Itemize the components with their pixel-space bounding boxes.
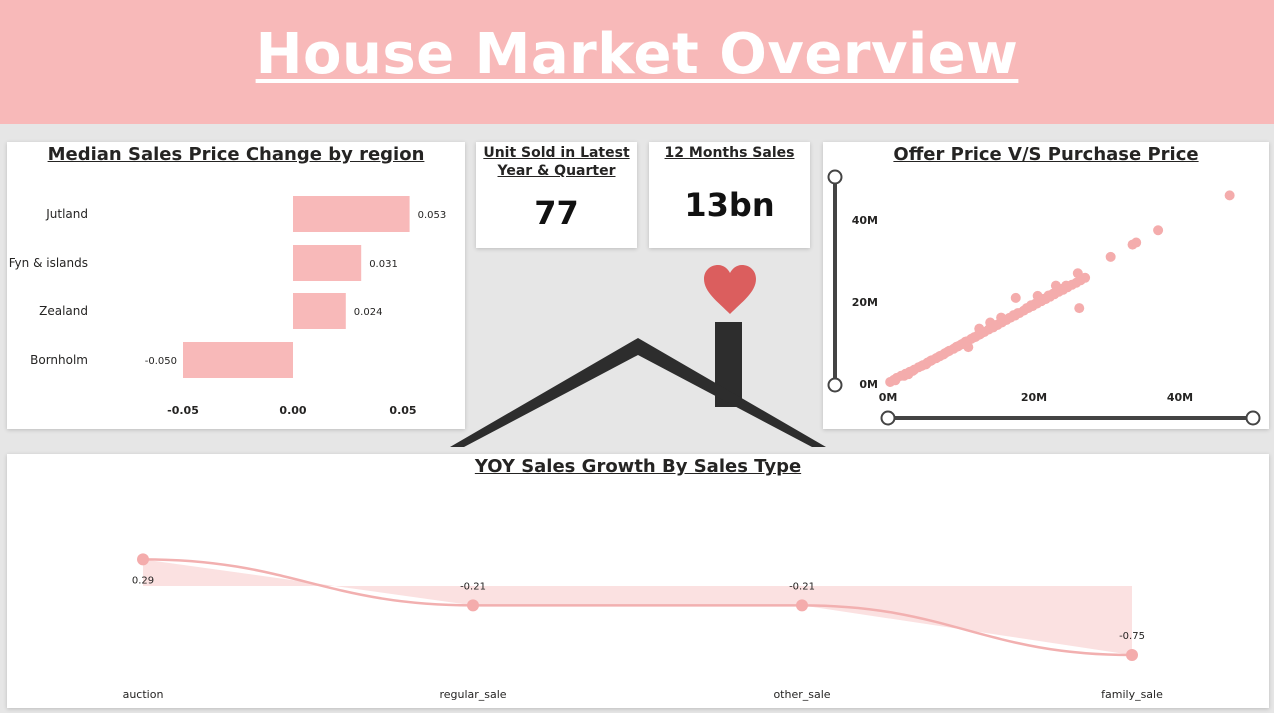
area-line <box>142 558 1133 657</box>
bar-value-label: 0.031 <box>369 259 398 270</box>
scatter-point <box>1131 237 1142 248</box>
scatter-point <box>1105 251 1116 262</box>
area-category-label: regular_sale <box>439 688 506 701</box>
bar-category-label: Zealand <box>39 304 88 318</box>
scatter-point <box>1050 280 1061 291</box>
units-sold-value: 77 <box>534 194 579 232</box>
scatter-point <box>1153 225 1164 236</box>
bar <box>293 293 346 329</box>
area-value-label: -0.21 <box>789 581 815 592</box>
bar <box>293 196 410 232</box>
bar-x-tick-label: -0.05 <box>167 404 199 417</box>
twelve-month-sales-value: 13bn <box>684 186 775 224</box>
scatter-point <box>1080 272 1091 283</box>
scatter-y-tick-label: 20M <box>852 296 878 309</box>
scatter-point <box>974 323 985 334</box>
bar-category-label: Fyn & islands <box>9 256 88 270</box>
area-chart: 0.29 auction -0.21 regular_sale -0.21 other_s… <box>123 553 1163 701</box>
scatter-point <box>920 359 931 370</box>
house-icon <box>450 265 826 447</box>
scatter-point <box>996 312 1007 323</box>
twelve-month-sales-title: 12 Months Sales <box>664 145 795 161</box>
page-title: House Market Overview <box>255 22 1019 87</box>
bar <box>183 342 293 378</box>
bar-category-label: Jutland <box>45 207 88 221</box>
scatter-point <box>1072 268 1083 279</box>
units-sold-card: Unit Sold in Latest Year & Quarter 77 <box>476 142 637 248</box>
scatter-point <box>1010 292 1021 303</box>
units-sold-title-line1: Unit Sold in Latest <box>483 145 630 161</box>
scatter-point <box>1026 300 1037 311</box>
scatter-point <box>1074 303 1085 314</box>
scatter-point <box>1032 290 1043 301</box>
area-category-label: family_sale <box>1101 688 1163 701</box>
area-value-label: -0.21 <box>460 581 486 592</box>
roof <box>450 338 826 447</box>
area-fill <box>143 559 1132 655</box>
scatter-y-tick-label: 40M <box>852 214 878 227</box>
area-point <box>137 553 149 566</box>
y-range-slider-handle-bottom[interactable] <box>827 377 843 393</box>
area-category-label: other_sale <box>773 688 830 701</box>
area-value-label: 0.29 <box>132 575 154 586</box>
scatter-point <box>1008 310 1019 321</box>
region-price-change-card: Median Sales Price Change by region Jutl… <box>7 142 465 429</box>
bar-value-label: 0.053 <box>418 210 447 221</box>
bar-chart-title: Median Sales Price Change by region <box>47 144 425 165</box>
area-point <box>1126 649 1138 661</box>
bar-value-label: 0.024 <box>354 307 383 318</box>
scatter-point <box>1043 290 1054 301</box>
scatter-point <box>903 369 914 380</box>
yoy-growth-card: YOY Sales Growth By Sales Type 0.29 aucti… <box>7 454 1269 708</box>
scatter-point <box>963 342 974 353</box>
offer-vs-purchase-card: Offer Price V/S Purchase Price 0M 20M 40M 0… <box>823 142 1269 429</box>
scatter-y-tick-label: 0M <box>859 378 878 391</box>
scatter-point <box>938 349 949 360</box>
area-chart-title: YOY Sales Growth By Sales Type <box>474 456 802 477</box>
dashboard-header: House Market Overview <box>0 0 1274 124</box>
units-sold-title-line2: Year & Quarter <box>497 163 616 179</box>
scatter-chart: 0M 20M 40M 0M 20M 40M <box>827 169 1261 426</box>
area-category-label: auction <box>123 688 164 701</box>
bar <box>293 245 362 281</box>
heart-icon <box>704 265 756 314</box>
scatter-x-tick-label: 0M <box>879 391 898 404</box>
scatter-point <box>1061 280 1072 291</box>
scatter-x-tick-label: 20M <box>1021 391 1047 404</box>
bar-category-label: Bornholm <box>30 353 88 367</box>
x-range-slider-handle-left[interactable] <box>880 410 896 426</box>
x-range-slider-handle-right[interactable] <box>1245 410 1261 426</box>
scatter-point <box>985 317 996 328</box>
scatter-point <box>890 375 901 386</box>
area-point <box>796 599 808 612</box>
bar-chart: Jutland 0.053 Fyn & islands 0.031 Zealand 0.0… <box>9 196 447 417</box>
bar-value-label: -0.050 <box>145 356 177 367</box>
bar-x-tick-label: 0.05 <box>389 404 416 417</box>
y-range-slider-handle-top[interactable] <box>827 169 843 185</box>
area-point <box>467 599 479 612</box>
scatter-x-tick-label: 40M <box>1167 391 1193 404</box>
scatter-chart-title: Offer Price V/S Purchase Price <box>893 144 1199 165</box>
twelve-month-sales-card: 12 Months Sales 13bn <box>649 142 810 248</box>
scatter-point <box>1224 190 1235 201</box>
area-value-label: -0.75 <box>1119 631 1145 642</box>
bar-x-tick-label: 0.00 <box>279 404 306 417</box>
